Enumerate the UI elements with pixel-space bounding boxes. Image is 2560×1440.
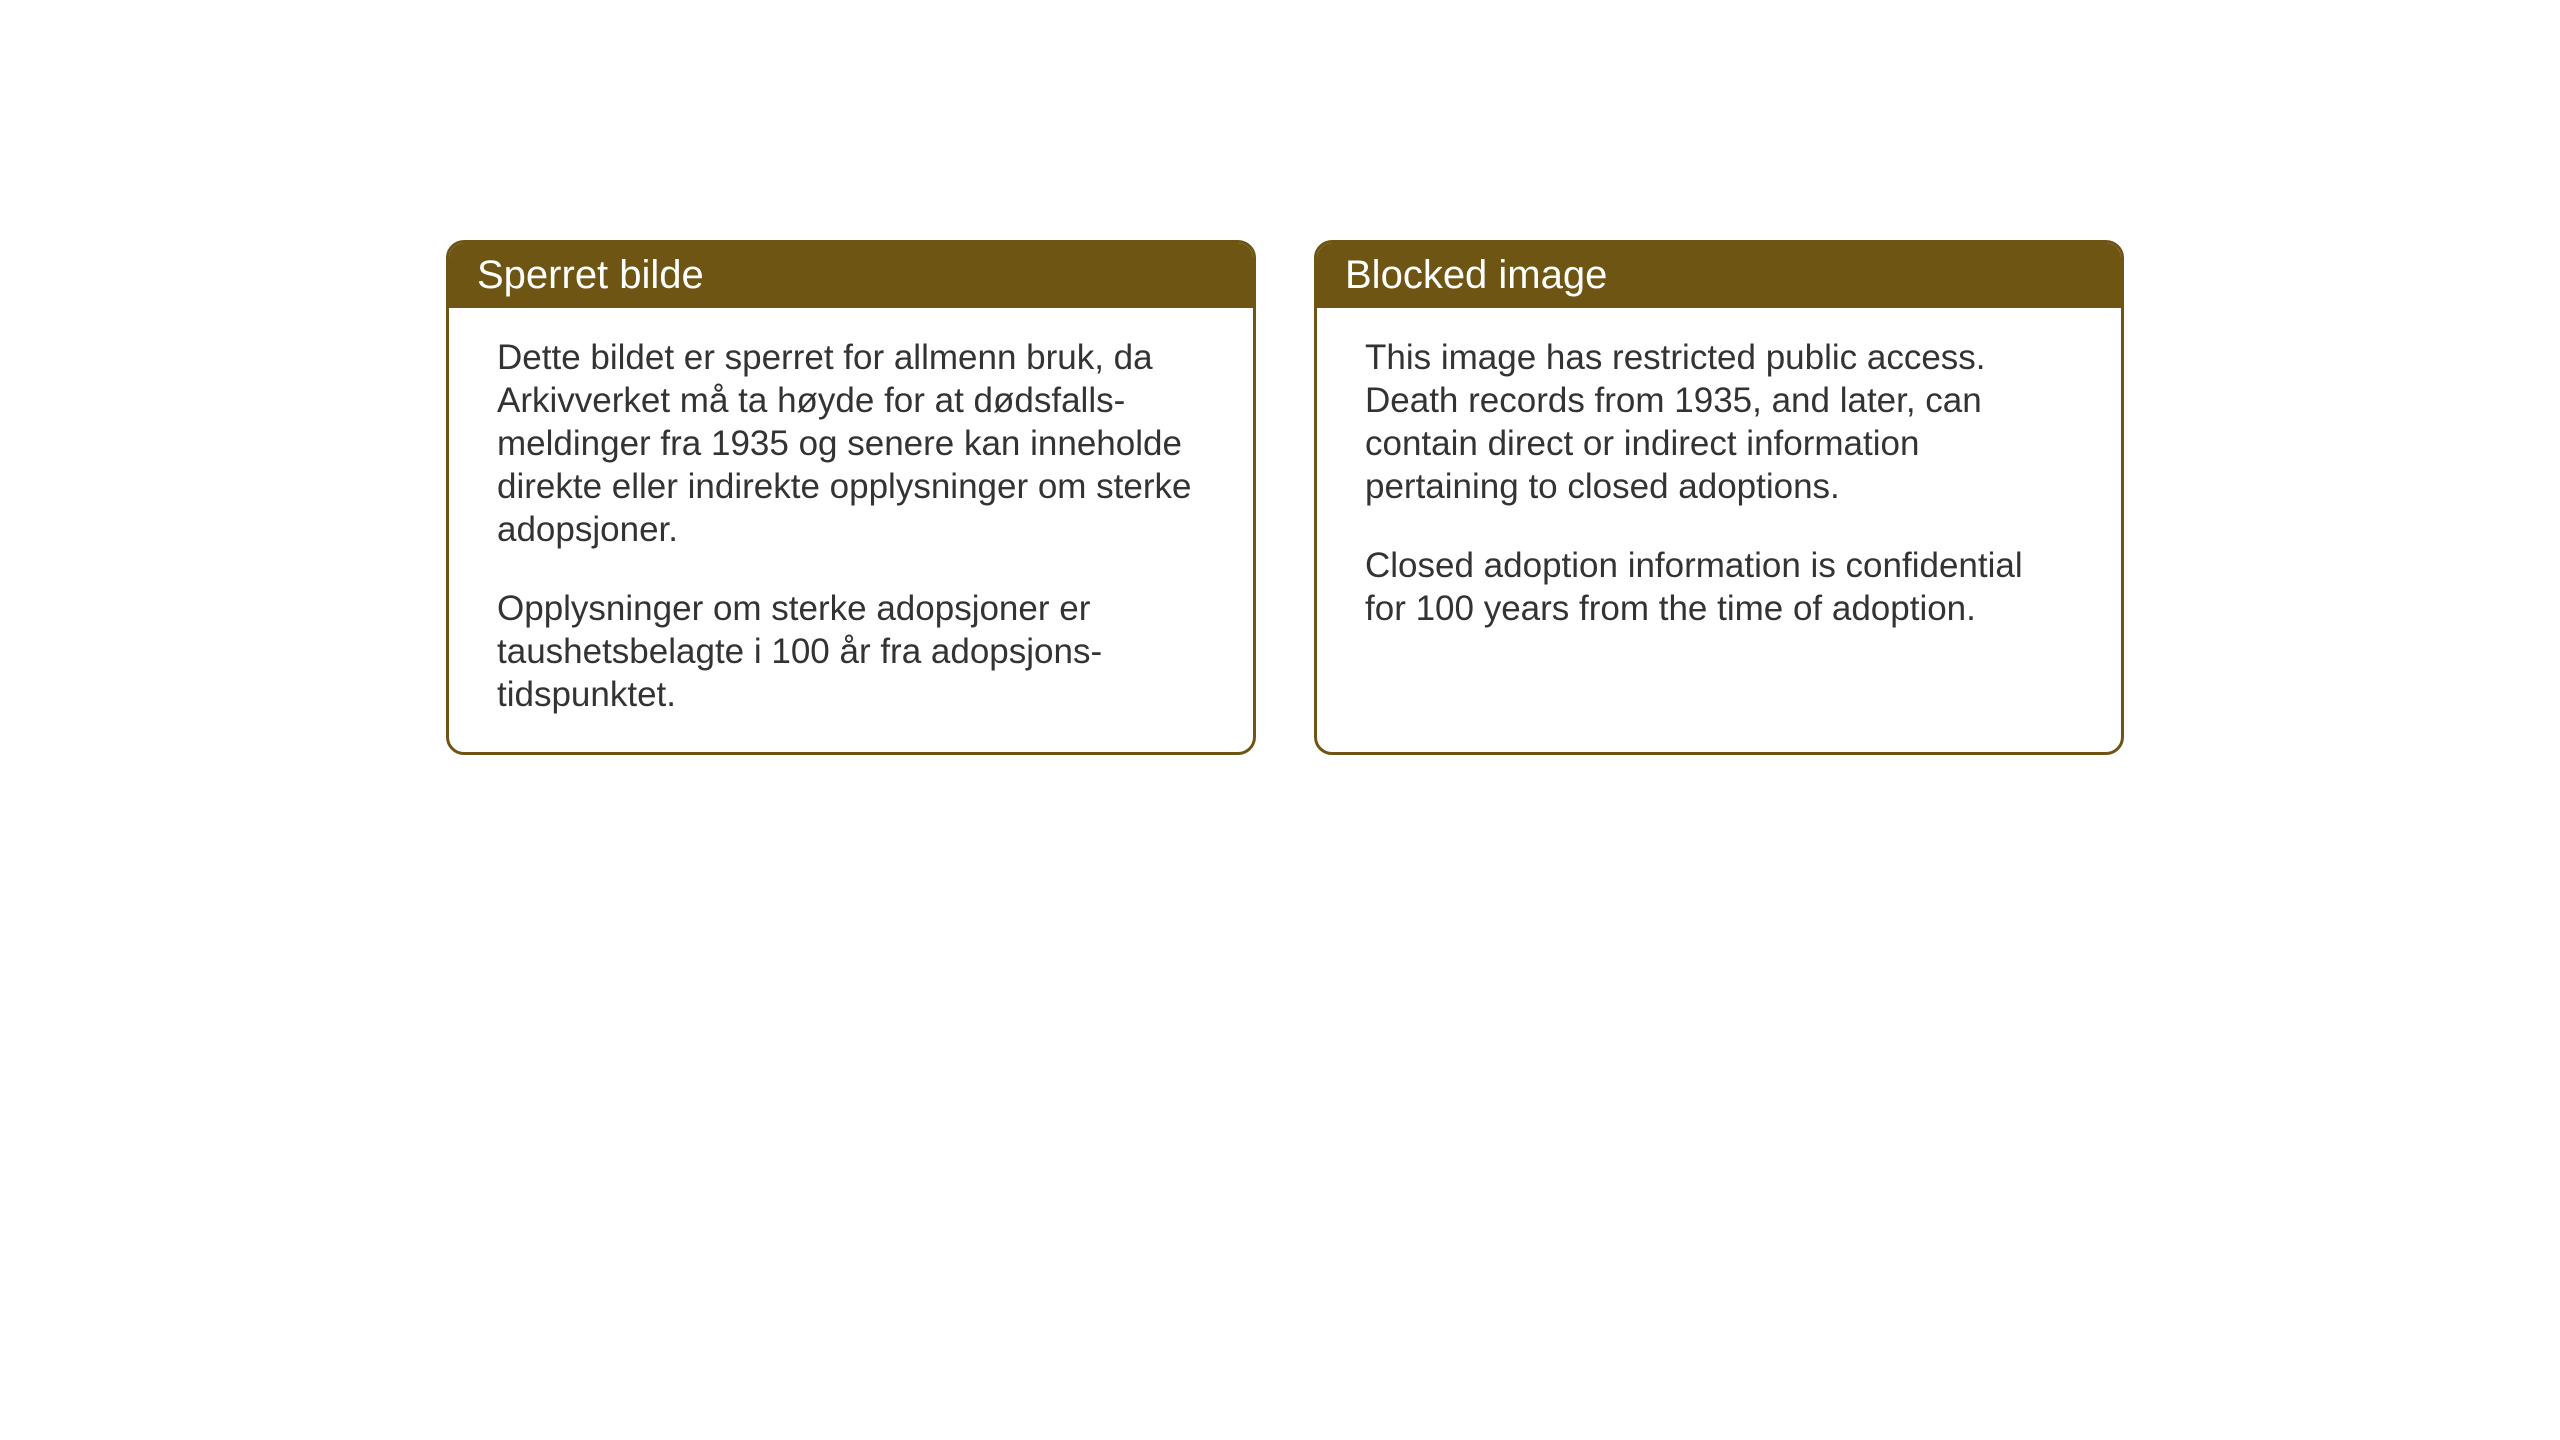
norwegian-card-header: Sperret bilde [449,243,1253,308]
norwegian-card-title: Sperret bilde [477,253,704,297]
norwegian-paragraph-2: Opplysninger om sterke adopsjoner er tau… [497,587,1205,716]
norwegian-card: Sperret bilde Dette bildet er sperret fo… [446,240,1256,755]
english-card-header: Blocked image [1317,243,2121,308]
english-card-body: This image has restricted public access.… [1317,308,2121,708]
english-card-title: Blocked image [1345,253,1607,297]
english-paragraph-2: Closed adoption information is confident… [1365,544,2073,630]
english-card: Blocked image This image has restricted … [1314,240,2124,755]
english-paragraph-1: This image has restricted public access.… [1365,336,2073,508]
norwegian-paragraph-1: Dette bildet er sperret for allmenn bruk… [497,336,1205,551]
norwegian-card-body: Dette bildet er sperret for allmenn bruk… [449,308,1253,752]
cards-container: Sperret bilde Dette bildet er sperret fo… [446,240,2124,755]
